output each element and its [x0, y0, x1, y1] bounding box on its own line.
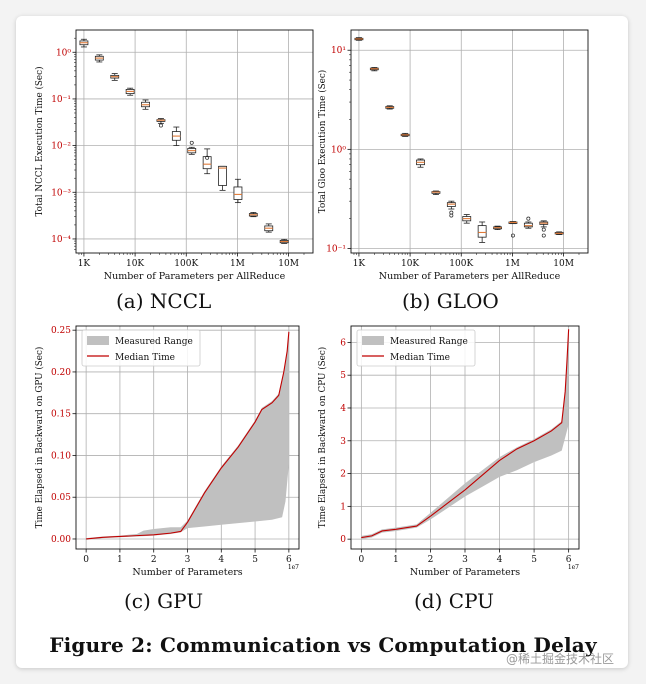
tick-label-y: 10⁰: [331, 145, 346, 155]
tick-label-x: 4: [497, 555, 503, 565]
box-outlier-point: [541, 227, 546, 232]
tick-label-y: 0.15: [51, 410, 71, 420]
legend-box: [356, 329, 476, 367]
tick-label-y: 10¹: [331, 46, 346, 56]
tick-label-x: 0: [83, 555, 89, 565]
tick-label-y: 3: [340, 437, 346, 447]
figure-title: Figure 2: Communication vs Computation D…: [49, 633, 597, 657]
tick-label-y: 4: [340, 404, 346, 414]
nccl-box-plot: 1K 10K 100K 1M 10M 10⁻⁴ 10⁻³ 10⁻² 10⁻¹ 10⁰ Number …: [34, 29, 314, 282]
tick-label-x: 6: [566, 555, 572, 565]
tick-label-x: 100K: [449, 259, 473, 269]
legend-label-median: Median Time: [115, 353, 175, 363]
legend-swatch-range: [362, 336, 384, 345]
y-axis-label: Total Gloo Execution Time (Sec): [317, 70, 328, 213]
x-scale-note: 1e7: [288, 564, 299, 571]
box-outlier-point: [541, 233, 546, 238]
legend-swatch-range: [87, 336, 109, 345]
gloo-box-plot: 1K 10K 100K 1M 10M 10⁻¹ 10⁰ 10¹ Number of Parame…: [317, 29, 589, 282]
y-axis-label: Time Elapsed in Backward on CPU (Sec): [317, 347, 328, 528]
box-body: [523, 222, 533, 228]
watermark: @稀土掘金技术社区: [506, 652, 615, 666]
box-body: [477, 225, 487, 238]
box-outlier-point: [526, 216, 531, 221]
tick-label-x: 100K: [174, 259, 198, 269]
tick-label-x: 2: [428, 555, 434, 565]
legend-label-median: Median Time: [390, 353, 450, 363]
box-body: [233, 186, 243, 200]
tick-label-x: 1M: [505, 259, 520, 269]
tick-label-x: 1: [393, 555, 399, 565]
x-scale-note: 1e7: [568, 564, 579, 571]
caption-nccl: (a) NCCL: [116, 289, 212, 313]
tick-label-x: 10M: [553, 259, 574, 269]
tick-label-x: 1K: [78, 259, 91, 269]
tick-label-y: 10⁻²: [51, 142, 71, 152]
median-time-line: [361, 329, 570, 539]
tick-label-y: 10⁻¹: [51, 95, 71, 105]
box-outlier-point: [510, 233, 515, 238]
plot-frame: [75, 29, 314, 254]
box-body: [218, 165, 227, 186]
legend-label-range: Measured Range: [390, 337, 468, 347]
box-outlier-point: [205, 155, 210, 160]
tick-label-x: 3: [462, 555, 468, 565]
tick-label-y: 0: [340, 535, 346, 545]
y-axis-label: Total NCCL Execution Time (Sec): [34, 66, 45, 216]
box-body: [202, 156, 212, 170]
tick-label-y: 2: [340, 470, 346, 480]
measured-range-area: [86, 330, 289, 540]
tick-label-x: 3: [185, 555, 191, 565]
tick-label-y: 10⁻¹: [326, 244, 346, 254]
tick-label-x: 4: [218, 555, 224, 565]
tick-label-x: 10K: [126, 259, 144, 269]
tick-label-y: 10⁻³: [51, 188, 71, 198]
tick-label-x: 10K: [401, 259, 419, 269]
median-time-line: [86, 331, 290, 540]
tick-label-x: 10M: [278, 259, 299, 269]
tick-label-y: 5: [340, 371, 346, 381]
tick-label-y: 0.05: [51, 493, 71, 503]
tick-label-x: 0: [358, 555, 364, 565]
tick-label-y: 10⁻⁴: [51, 235, 71, 245]
tick-label-x: 1M: [230, 259, 245, 269]
gpu-line-chart: Measured Range Median Time 0 1 2 3 4 5 6 0.00 0.05…: [34, 325, 300, 578]
tick-label-x: 5: [252, 555, 258, 565]
caption-cpu: (d) CPU: [414, 589, 495, 613]
tick-label-x: 6: [286, 555, 292, 565]
tick-label-y: 0.00: [51, 535, 71, 545]
x-axis-label: Number of Parameters per AllReduce: [379, 271, 561, 282]
tick-label-y: 6: [340, 338, 346, 348]
plot-frame: [350, 29, 589, 254]
tick-label-y: 0.20: [51, 368, 71, 378]
x-axis-label: Number of Parameters per AllReduce: [104, 271, 286, 282]
legend-label-range: Measured Range: [115, 337, 193, 347]
box-outlier-point: [189, 140, 194, 145]
y-axis-label: Time Elapsed in Backward on GPU (Sec): [34, 347, 45, 529]
tick-label-y: 0.10: [51, 451, 71, 461]
tick-label-x: 2: [151, 555, 157, 565]
tick-label-y: 0.25: [51, 326, 71, 336]
box-outlier-point: [449, 213, 454, 218]
tick-label-x: 1K: [353, 259, 366, 269]
tick-label-x: 1: [117, 555, 123, 565]
tick-label-y: 1: [340, 502, 346, 512]
caption-gloo: (b) GLOO: [402, 289, 499, 313]
box-outlier-point: [158, 123, 163, 128]
legend-box: [81, 329, 201, 367]
tick-label-x: 5: [531, 555, 537, 565]
x-axis-label: Number of Parameters: [410, 567, 520, 578]
x-axis-label: Number of Parameters: [132, 567, 242, 578]
caption-gpu: (c) GPU: [124, 589, 204, 613]
tick-label-y: 10⁰: [56, 48, 71, 58]
